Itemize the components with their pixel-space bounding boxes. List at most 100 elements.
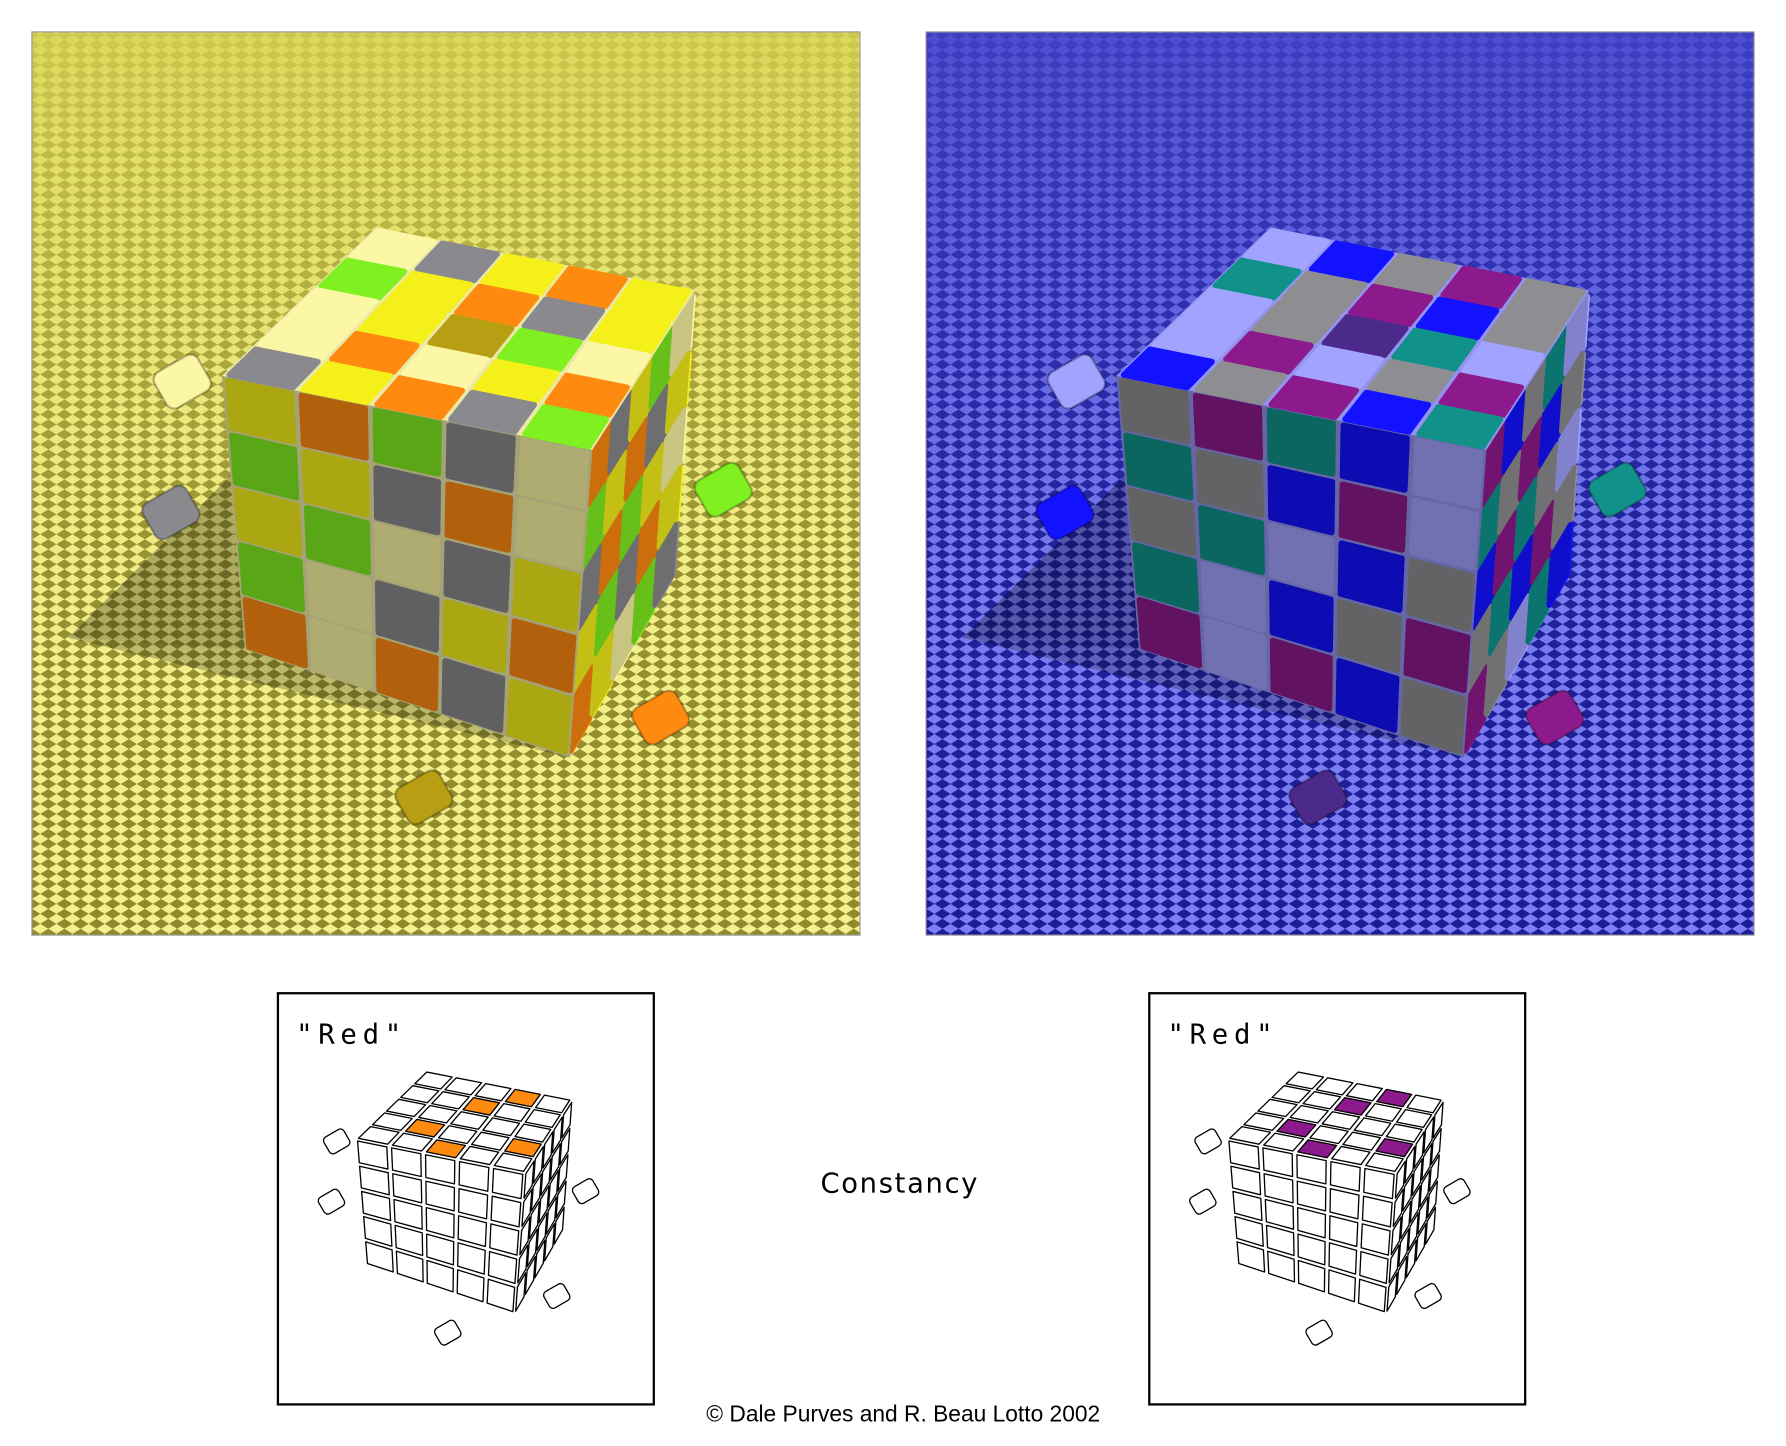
outline-tile: [1360, 1223, 1391, 1256]
cube-tile: [1269, 580, 1334, 653]
outline-tile: [1395, 1108, 1433, 1129]
cube-tile: [1136, 596, 1203, 669]
cube-tile: [306, 561, 372, 633]
outline-tile: [482, 1117, 521, 1137]
cube-tile: [1415, 296, 1500, 341]
cube-tile: [374, 375, 465, 420]
cube-tile: [448, 389, 538, 435]
line-cube: [317, 1071, 600, 1346]
outline-tile: [1363, 1167, 1395, 1200]
cube-tile: [453, 283, 540, 328]
outline-tile: [1309, 1125, 1349, 1145]
cube-tile: [318, 257, 408, 301]
cube-tile: [444, 481, 514, 553]
outline-tile: [489, 1223, 520, 1256]
cube-tile: [1563, 293, 1591, 377]
cube-tile: [301, 448, 370, 518]
loose-tile: [630, 689, 691, 746]
cube-tile: [445, 422, 516, 493]
outline-tile: [1333, 1097, 1372, 1116]
outline-tile: [1413, 1131, 1425, 1169]
outline-tile: [1302, 1091, 1342, 1110]
outline-tile: [491, 1167, 524, 1200]
cube-tile: [1342, 389, 1432, 435]
outline-tile: [530, 1173, 543, 1212]
outline-tile: [538, 1185, 550, 1224]
cube-tile: [664, 350, 692, 435]
outline-tile: [521, 1188, 533, 1228]
outline-loose-tile: [542, 1282, 571, 1310]
cube-tile: [1492, 509, 1520, 597]
outline-tile: [356, 1140, 389, 1170]
cube-tile: [610, 593, 638, 681]
outline-tile: [1400, 1200, 1412, 1240]
cube-tile: [1517, 416, 1545, 502]
face-shade: [569, 290, 695, 758]
cube-tile: [303, 505, 371, 576]
outline-tile: [1409, 1185, 1421, 1224]
panel-label: "Red": [296, 1019, 407, 1050]
outline-tile: [549, 1143, 561, 1181]
outline-loose-tile: [1414, 1282, 1442, 1310]
cube-tile: [1403, 618, 1471, 694]
cube-tile: [639, 441, 668, 527]
cube-tile: [1400, 678, 1467, 755]
outline-tile: [357, 1125, 400, 1145]
outline-tile: [371, 1112, 413, 1132]
cube-tile: [1476, 482, 1504, 570]
panel-label: "Red": [1168, 1019, 1279, 1050]
cube-tile: [1406, 557, 1475, 632]
blue-scene: [926, 31, 1755, 936]
outline-tile: [1394, 1160, 1406, 1199]
cube-tile: [427, 314, 515, 359]
cube-tile: [400, 344, 490, 389]
outline-tile: [1315, 1077, 1354, 1096]
cube-tile: [1123, 432, 1194, 501]
cube-tile: [627, 357, 655, 443]
cube-tile: [586, 421, 614, 508]
outline-tile: [425, 1139, 467, 1159]
cube-tile: [1269, 637, 1333, 712]
outline-tile: [523, 1160, 535, 1199]
cube-tile: [1534, 441, 1562, 527]
cube-tile: [506, 678, 572, 755]
cube-tile: [1461, 341, 1545, 386]
cube-tile: [480, 253, 564, 297]
outline-tile: [393, 1198, 423, 1230]
cube-tile: [1366, 358, 1454, 404]
cube-tile: [1127, 487, 1197, 557]
cube-tile: [623, 416, 651, 502]
cube-tile: [1501, 389, 1529, 475]
outline-tile: [459, 1145, 500, 1166]
loose-tile: [1525, 689, 1585, 746]
outline-loose-tile: [1188, 1188, 1217, 1215]
loose-tile: [1288, 769, 1348, 826]
outline-tile: [1345, 1082, 1383, 1102]
outline-tile: [1267, 1250, 1296, 1283]
cube-tile: [1280, 270, 1368, 314]
cube-tile: [1525, 557, 1553, 645]
cube-tile: [1321, 314, 1409, 359]
cube-tile: [329, 330, 420, 375]
cube-tile: [357, 300, 447, 345]
cube-tile: [374, 580, 440, 653]
outline-tile: [559, 1127, 571, 1166]
outline-tile: [519, 1216, 531, 1256]
outline-tile: [1388, 1244, 1400, 1284]
cube-tile: [660, 407, 688, 493]
outline-tile: [504, 1137, 542, 1158]
outline-tile: [437, 1125, 478, 1145]
outline-tile: [1234, 1215, 1264, 1247]
cube-tile: [1203, 617, 1268, 690]
outline-tile: [474, 1082, 512, 1102]
cube-tile: [522, 404, 610, 450]
outline-tile: [1432, 1101, 1444, 1139]
cube-tile: [577, 542, 605, 631]
cube-tile: [441, 658, 506, 733]
outline-tile: [1262, 1147, 1294, 1178]
cube-tile: [1268, 375, 1360, 420]
outline-tile: [1327, 1269, 1357, 1303]
cube-tile: [589, 309, 672, 354]
outline-tile: [385, 1098, 427, 1118]
